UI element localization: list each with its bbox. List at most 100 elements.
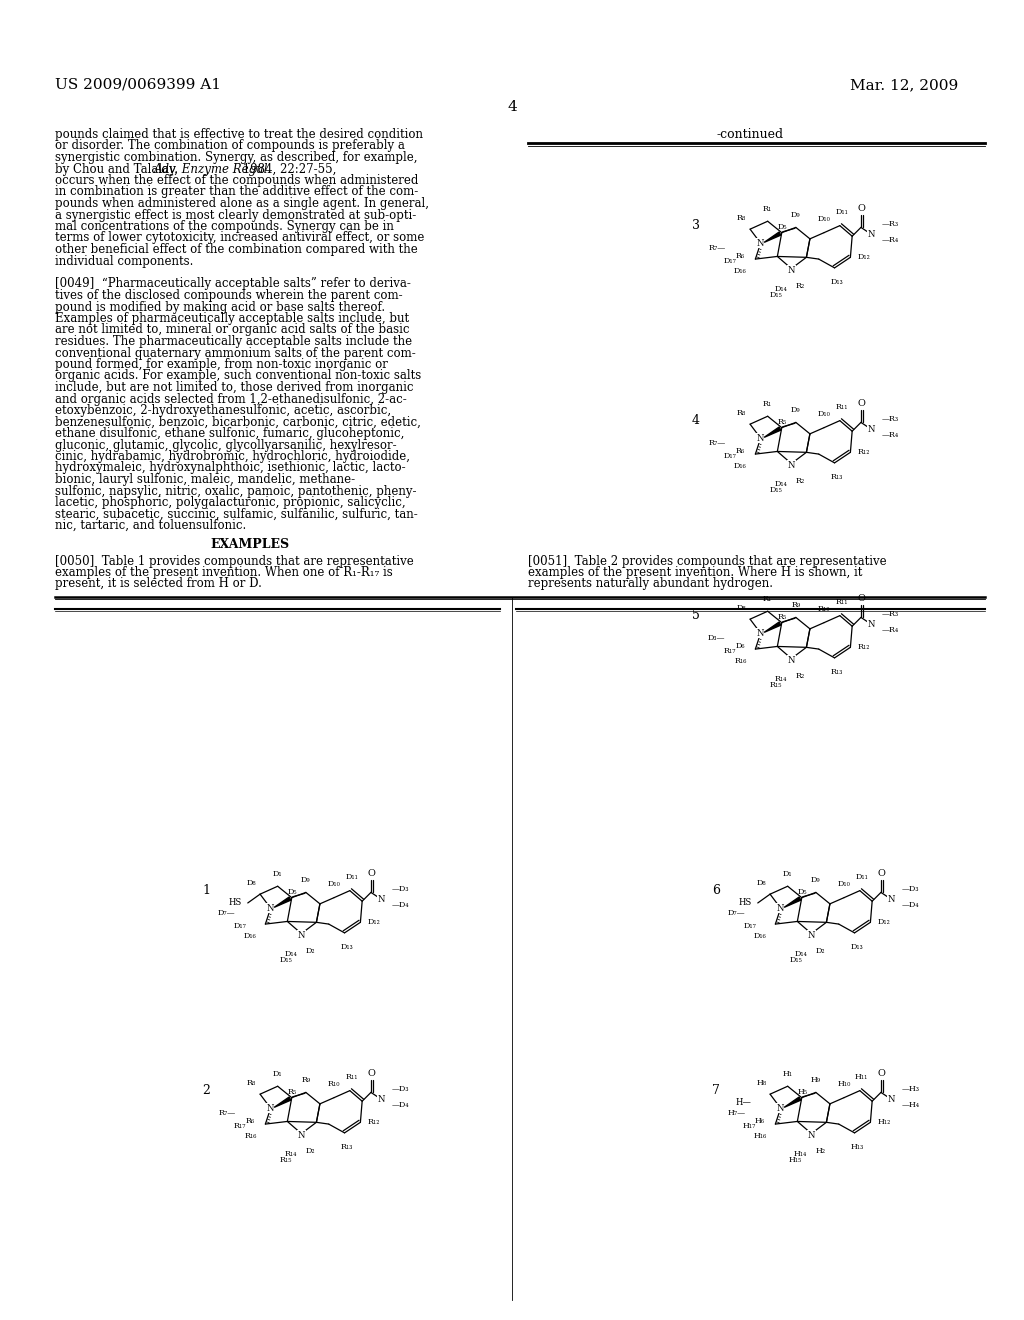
Text: H₁₇: H₁₇ — [742, 1122, 756, 1130]
Text: or disorder. The combination of compounds is preferably a: or disorder. The combination of compound… — [55, 140, 404, 153]
Text: R₁₇: R₁₇ — [233, 1122, 246, 1130]
Text: R₁₁: R₁₁ — [836, 598, 848, 606]
Text: represents naturally abundant hydrogen.: represents naturally abundant hydrogen. — [528, 578, 773, 590]
Text: R₆: R₆ — [735, 252, 744, 260]
Text: D₂: D₂ — [306, 1147, 315, 1155]
Text: pounds when administered alone as a single agent. In general,: pounds when administered alone as a sing… — [55, 197, 429, 210]
Text: D₁₅: D₁₅ — [790, 956, 802, 964]
Text: HS: HS — [738, 899, 752, 907]
Text: O: O — [877, 870, 885, 878]
Text: H₁₃: H₁₃ — [851, 1143, 864, 1151]
Text: R₁₄: R₁₄ — [775, 675, 787, 682]
Text: D₁₂: D₁₂ — [878, 919, 890, 927]
Text: D₉: D₉ — [791, 211, 801, 219]
Text: sulfonic, napsylic, nitric, oxalic, pamoic, pantothenic, pheny-: sulfonic, napsylic, nitric, oxalic, pamo… — [55, 484, 417, 498]
Text: [0049]  “Pharmaceutically acceptable salts” refer to deriva-: [0049] “Pharmaceutically acceptable salt… — [55, 277, 411, 290]
Text: N: N — [867, 425, 876, 434]
Text: D₁₁: D₁₁ — [855, 873, 868, 880]
Text: R₅: R₅ — [777, 614, 786, 622]
Text: R₁₂: R₁₂ — [857, 643, 870, 651]
Text: R₁₁: R₁₁ — [345, 1073, 357, 1081]
Text: 1: 1 — [202, 883, 210, 896]
Text: D₁₂: D₁₂ — [368, 919, 380, 927]
Text: D₅: D₅ — [798, 888, 807, 896]
Text: R₁: R₁ — [763, 595, 772, 603]
Text: H₁₀: H₁₀ — [838, 1080, 851, 1088]
Text: N: N — [787, 461, 796, 470]
Text: a synergistic effect is most clearly demonstrated at sub-opti-: a synergistic effect is most clearly dem… — [55, 209, 416, 222]
Text: D₈: D₈ — [736, 605, 746, 612]
Text: D₁: D₁ — [783, 870, 793, 878]
Text: D₇—: D₇— — [728, 908, 745, 916]
Text: —R₄: —R₄ — [882, 430, 899, 438]
Text: O: O — [367, 1069, 375, 1078]
Text: H₁₅: H₁₅ — [788, 1156, 802, 1164]
Text: N: N — [808, 931, 815, 940]
Text: R₁₆: R₁₆ — [734, 657, 746, 665]
Text: D₈: D₈ — [247, 879, 256, 887]
Text: R₁₅: R₁₅ — [769, 681, 782, 689]
Text: hydroxymaleic, hydroxynalphthoic, isethionic, lactic, lacto-: hydroxymaleic, hydroxynalphthoic, isethi… — [55, 462, 406, 474]
Polygon shape — [764, 622, 781, 632]
Text: D₉: D₉ — [811, 875, 820, 883]
Text: H₁₄: H₁₄ — [794, 1150, 807, 1158]
Text: D₁: D₁ — [272, 1071, 283, 1078]
Text: H₆: H₆ — [755, 1117, 765, 1125]
Text: occurs when the effect of the compounds when administered: occurs when the effect of the compounds … — [55, 174, 419, 187]
Text: individual components.: individual components. — [55, 255, 194, 268]
Text: H₉: H₉ — [811, 1076, 821, 1084]
Text: R₁₃: R₁₃ — [831, 668, 844, 676]
Text: mal concentrations of the compounds. Synergy can be in: mal concentrations of the compounds. Syn… — [55, 220, 394, 234]
Text: R₁₆: R₁₆ — [244, 1133, 257, 1140]
Text: N: N — [757, 239, 764, 248]
Text: 7: 7 — [712, 1084, 720, 1097]
Text: include, but are not limited to, those derived from inorganic: include, but are not limited to, those d… — [55, 381, 414, 393]
Text: N: N — [378, 895, 385, 904]
Text: R₂: R₂ — [796, 477, 805, 484]
Text: —D₄: —D₄ — [902, 900, 920, 908]
Text: 5: 5 — [692, 609, 699, 622]
Text: R₁₅: R₁₅ — [280, 1156, 292, 1164]
Text: in combination is greater than the additive effect of the com-: in combination is greater than the addit… — [55, 186, 418, 198]
Text: D₁₁: D₁₁ — [836, 209, 848, 216]
Text: R₅: R₅ — [288, 1089, 297, 1097]
Text: 1984, 22:27-55,: 1984, 22:27-55, — [239, 162, 337, 176]
Text: D₆: D₆ — [735, 642, 744, 649]
Text: D₁₇: D₁₇ — [723, 451, 736, 459]
Text: R₁₂: R₁₂ — [368, 1118, 380, 1126]
Polygon shape — [764, 232, 781, 243]
Text: —R₄: —R₄ — [882, 626, 899, 634]
Text: HS: HS — [228, 899, 242, 907]
Text: N: N — [267, 1104, 274, 1113]
Text: H₇—: H₇— — [727, 1109, 745, 1117]
Text: H₈: H₈ — [756, 1080, 766, 1088]
Text: D₅: D₅ — [777, 223, 787, 231]
Text: D₁₄: D₁₄ — [285, 949, 297, 957]
Text: Mar. 12, 2009: Mar. 12, 2009 — [850, 78, 958, 92]
Text: pound formed, for example, from non-toxic inorganic or: pound formed, for example, from non-toxi… — [55, 358, 388, 371]
Text: US 2009/0069399 A1: US 2009/0069399 A1 — [55, 78, 221, 92]
Text: R₁: R₁ — [763, 400, 772, 408]
Text: D₁₃: D₁₃ — [341, 944, 353, 952]
Text: examples of the present invention. When one of R₁-R₁₇ is: examples of the present invention. When … — [55, 566, 393, 579]
Text: pounds claimed that is effective to treat the desired condition: pounds claimed that is effective to trea… — [55, 128, 423, 141]
Text: D₁₀: D₁₀ — [838, 880, 851, 888]
Text: H₅: H₅ — [798, 1089, 808, 1097]
Text: D₁₆: D₁₆ — [244, 932, 257, 940]
Text: D₁₄: D₁₄ — [774, 285, 787, 293]
Text: D₇—: D₇— — [218, 908, 236, 916]
Text: N: N — [867, 620, 876, 628]
Text: D₁₃: D₁₃ — [830, 279, 844, 286]
Text: —H₃: —H₃ — [902, 1085, 921, 1093]
Text: are not limited to, mineral or organic acid salts of the basic: are not limited to, mineral or organic a… — [55, 323, 410, 337]
Text: R₂: R₂ — [796, 672, 805, 680]
Text: D₁₅: D₁₅ — [769, 486, 782, 494]
Text: R₁₂: R₁₂ — [857, 449, 870, 457]
Text: etoxybenzoic, 2-hydroxyethanesulfonic, acetic, ascorbic,: etoxybenzoic, 2-hydroxyethanesulfonic, a… — [55, 404, 391, 417]
Text: —D₃: —D₃ — [392, 884, 410, 892]
Text: stearic, subacetic, succinic, sulfamic, sulfanilic, sulfuric, tan-: stearic, subacetic, succinic, sulfamic, … — [55, 507, 418, 520]
Text: R₉: R₉ — [792, 601, 801, 609]
Polygon shape — [784, 898, 801, 907]
Text: D₁₁: D₁₁ — [345, 873, 358, 880]
Text: R₁₀: R₁₀ — [328, 1080, 340, 1088]
